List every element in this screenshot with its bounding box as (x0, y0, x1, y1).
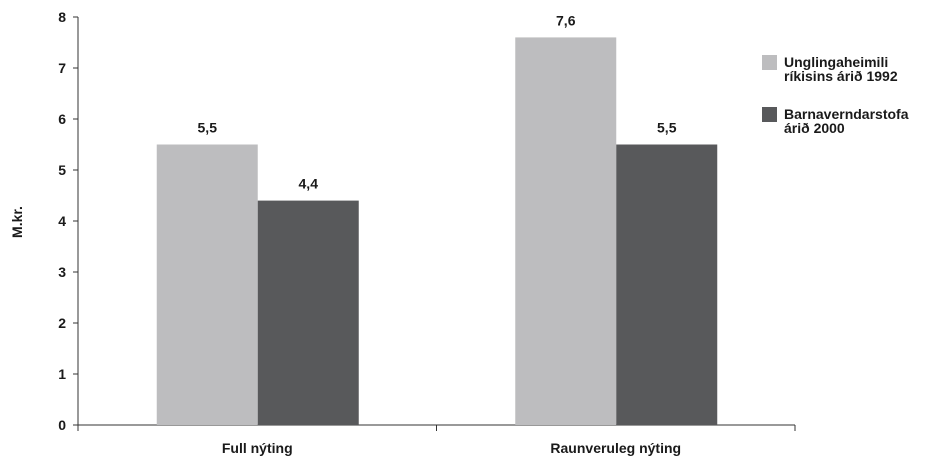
data-labels: 5,5 4,4 7,6 5,5 (198, 12, 677, 191)
data-label: 5,5 (198, 120, 218, 136)
y-tick-label: 1 (58, 366, 66, 382)
y-tick-label: 5 (58, 162, 66, 178)
y-tick-label: 3 (58, 264, 66, 280)
x-category-label: Full nýting (222, 440, 293, 456)
x-axis: Full nýting Raunveruleg nýting (77, 424, 796, 456)
y-tick-label: 4 (58, 213, 66, 229)
x-category-label: Raunveruleg nýting (550, 440, 681, 456)
legend-label: Barnaverndarstofa (784, 106, 909, 122)
y-tick-label: 8 (58, 9, 66, 25)
legend-swatch (762, 55, 777, 70)
bar (156, 144, 258, 425)
legend-label: ríkisins árið 1992 (784, 68, 898, 84)
bars (156, 37, 718, 426)
y-tick-label: 2 (58, 315, 66, 331)
legend-label: árið 2000 (784, 120, 845, 136)
data-label: 7,6 (556, 12, 576, 28)
bar (616, 144, 718, 425)
legend-label: Unglingaheimili (784, 54, 888, 70)
data-label: 4,4 (299, 176, 319, 192)
bar (257, 200, 359, 425)
y-tick-label: 6 (58, 111, 66, 127)
y-tick-label: 7 (58, 60, 66, 76)
data-label: 5,5 (657, 120, 677, 136)
y-axis: 0 1 2 3 4 5 6 7 8 (58, 9, 79, 433)
legend-swatch (762, 107, 777, 122)
y-tick-label: 0 (58, 417, 66, 433)
y-axis-title: M.kr. (9, 206, 25, 238)
bar (515, 37, 617, 426)
